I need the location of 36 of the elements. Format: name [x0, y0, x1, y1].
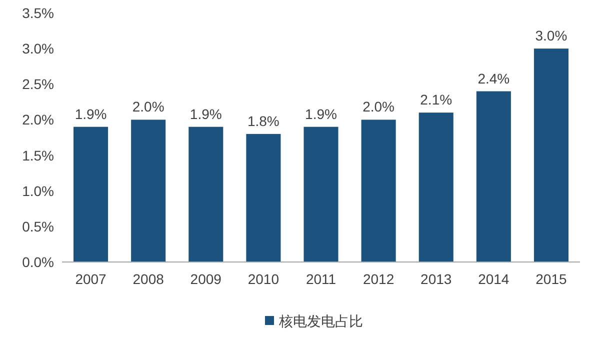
x-tick-label: 2008 — [132, 271, 164, 287]
bar — [418, 112, 454, 262]
bar — [304, 126, 338, 262]
text: 2.1% — [420, 92, 452, 108]
x-tick-label: 2011 — [306, 271, 336, 287]
bar — [74, 126, 108, 262]
text: 2.0% — [362, 98, 395, 115]
text: 2.4% — [478, 70, 510, 86]
text: 2.0% — [132, 98, 164, 115]
y-tick-label: 0.0% — [22, 254, 54, 270]
y-tick-label: 3.5% — [22, 5, 54, 21]
text: 1.9% — [305, 106, 337, 122]
x-tick-label: 2015 — [536, 271, 568, 287]
y-tick-label: 2.5% — [22, 76, 54, 92]
y-tick-label: 1.0% — [22, 182, 54, 199]
bar — [188, 126, 224, 262]
text: 3.0% — [535, 28, 568, 44]
text: 1.9% — [190, 106, 222, 122]
bar — [131, 120, 166, 262]
x-tick-label: 2010 — [248, 271, 280, 287]
bar — [361, 120, 396, 262]
x-tick-label: 2012 — [362, 271, 394, 287]
bar — [476, 91, 511, 262]
x-tick-label: 2007 — [75, 271, 107, 287]
x-tick-label: 2009 — [190, 271, 222, 287]
text: 1.8% — [247, 112, 280, 129]
y-tick-label: 2.0% — [22, 112, 54, 128]
y-tick-label: 1.5% — [22, 147, 54, 164]
bar — [534, 48, 568, 262]
text: 1.9% — [74, 106, 107, 122]
y-tick-label: 0.5% — [22, 218, 54, 234]
bar — [246, 134, 281, 262]
legend-label: 核电发电占比 — [278, 313, 363, 329]
x-tick-label: 2014 — [478, 271, 510, 287]
y-tick-label: 3.0% — [22, 40, 54, 57]
x-tick-label: 2013 — [420, 271, 452, 287]
